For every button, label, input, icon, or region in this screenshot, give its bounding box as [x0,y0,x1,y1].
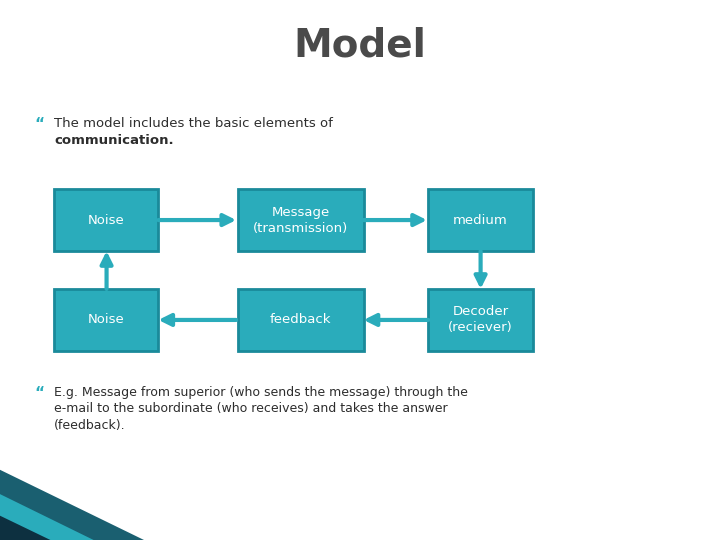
Text: Message
(transmission): Message (transmission) [253,206,348,234]
Polygon shape [0,494,94,540]
FancyBboxPatch shape [238,289,364,351]
Text: Noise: Noise [88,313,125,327]
Text: E.g. Message from superior (who sends the message) through the: E.g. Message from superior (who sends th… [54,386,468,399]
FancyBboxPatch shape [238,189,364,251]
FancyBboxPatch shape [428,189,533,251]
Text: Noise: Noise [88,213,125,227]
Text: medium: medium [453,213,508,227]
FancyBboxPatch shape [428,289,533,351]
Text: e-mail to the subordinate (who receives) and takes the answer: e-mail to the subordinate (who receives)… [54,402,448,415]
Text: The model includes the basic elements of: The model includes the basic elements of [54,117,333,130]
Text: “: “ [35,386,45,401]
FancyBboxPatch shape [54,189,158,251]
Text: Model: Model [294,27,426,65]
Text: (feedback).: (feedback). [54,418,125,431]
Text: “: “ [35,117,45,132]
Polygon shape [0,470,144,540]
FancyBboxPatch shape [54,289,158,351]
Text: Decoder
(reciever): Decoder (reciever) [449,306,513,334]
Polygon shape [0,516,50,540]
Text: communication.: communication. [54,134,174,147]
Text: feedback: feedback [270,313,331,327]
